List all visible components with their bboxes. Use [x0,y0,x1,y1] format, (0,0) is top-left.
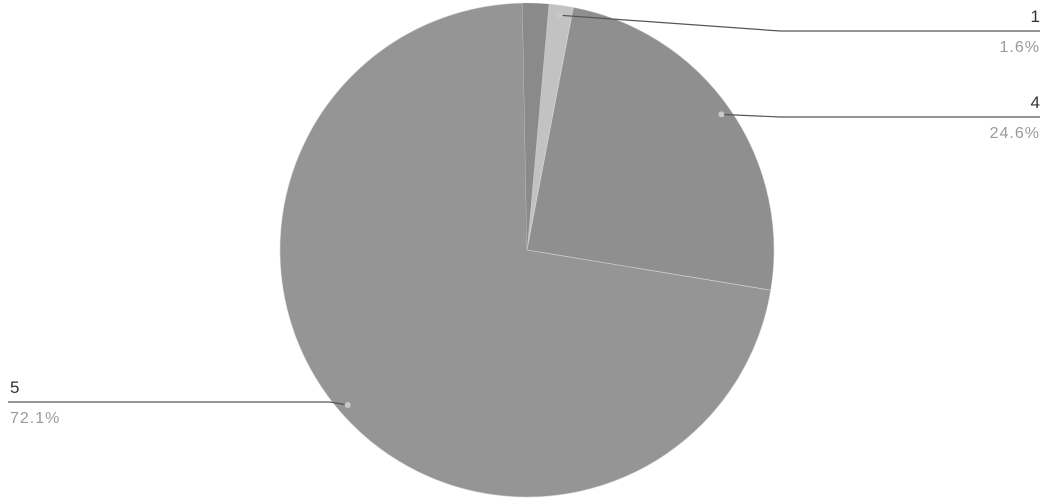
slice-category-label: 4 [1031,93,1040,112]
slice-label-1: 1 1.6% [556,7,1040,56]
slice-percent-label: 1.6% [1000,39,1040,56]
slice-category-label: 1 [1031,7,1040,26]
leader-dot-5 [344,401,351,408]
pie-slice-remainder [522,3,549,251]
pie-slices [279,2,775,498]
leader-dot-1 [556,12,563,19]
leader-line-4 [721,113,1040,118]
slice-percent-label: 72.1% [10,410,60,427]
slice-percent-label: 24.6% [990,125,1040,142]
pie-slice-5 [279,2,772,498]
slice-label-5: 5 72.1% [8,378,351,427]
pie-slice-4 [526,7,775,291]
leader-line-5 [8,401,348,406]
leader-dot-4 [718,111,725,118]
slice-category-label: 5 [10,378,19,397]
slice-label-4: 4 24.6% [718,93,1040,142]
leader-line-1 [559,14,1040,32]
